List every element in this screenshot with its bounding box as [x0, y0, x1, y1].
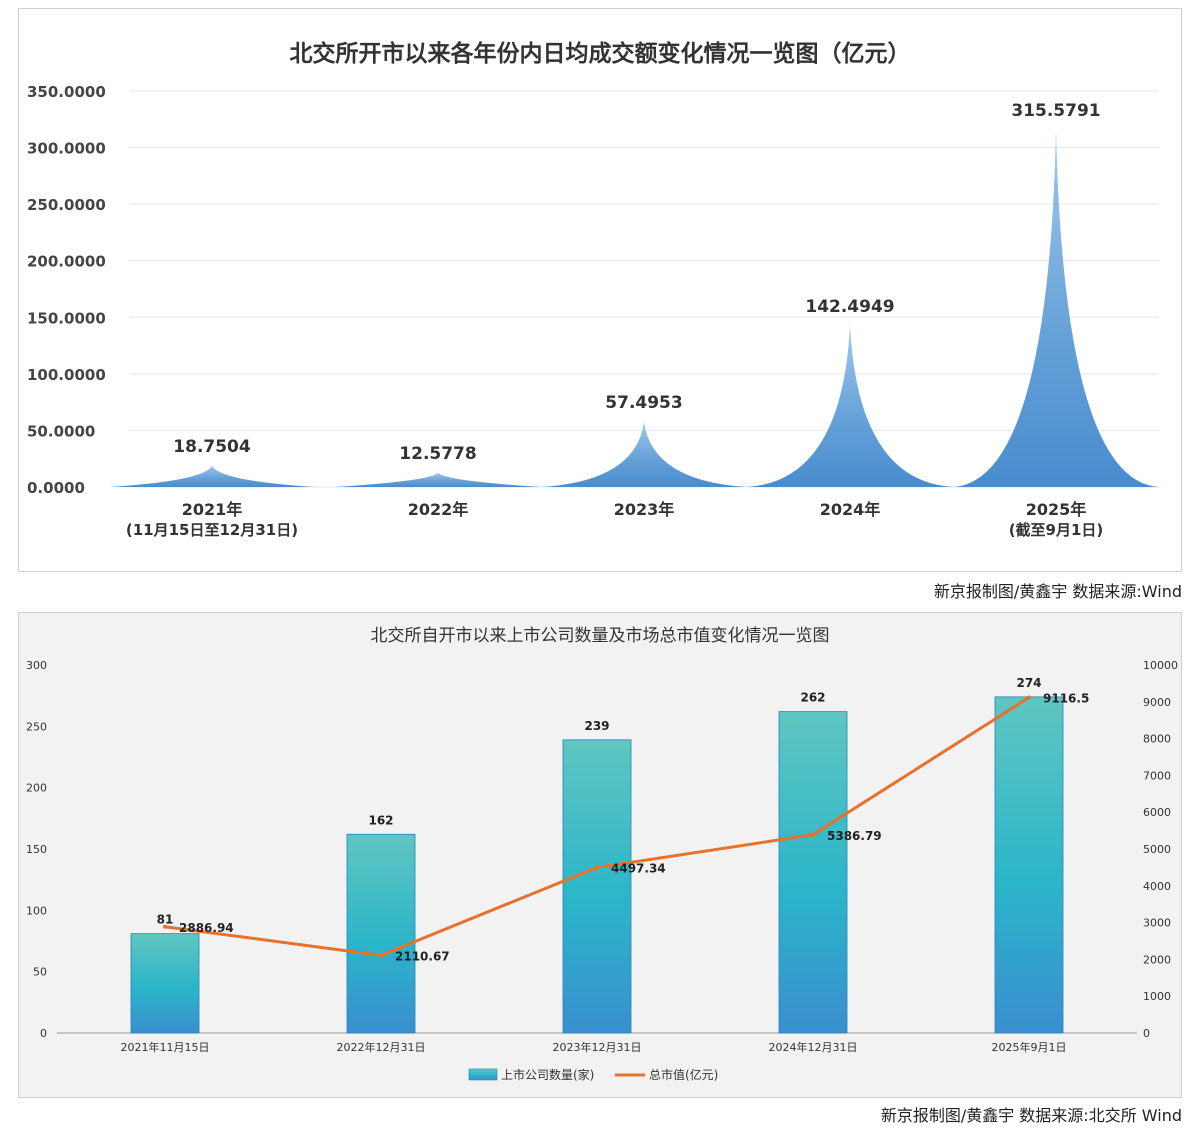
x-tick-label: 2021年	[182, 500, 243, 519]
line-value-label: 9116.5	[1043, 692, 1089, 706]
x-tick-label: 2021年11月15日	[121, 1040, 210, 1054]
y-tick-label: 200.0000	[27, 253, 106, 271]
y-right-tick-label: 8000	[1143, 733, 1171, 746]
x-tick-label: 2023年	[614, 500, 675, 519]
x-tick-label: 2024年12月31日	[769, 1040, 858, 1054]
y-right-tick-label: 5000	[1143, 843, 1171, 856]
line-point	[1027, 695, 1031, 700]
y-left-tick-label: 50	[33, 966, 47, 979]
legend-label: 总市值(亿元)	[649, 1067, 718, 1082]
x-tick-note: (11月15日至12月31日)	[126, 521, 298, 539]
line-point	[811, 832, 815, 837]
x-tick-note: (截至9月1日)	[1009, 521, 1104, 539]
line-point	[595, 865, 599, 870]
y-tick-label: 150.0000	[27, 309, 106, 327]
y-left-tick-label: 250	[26, 720, 47, 733]
y-right-tick-label: 1000	[1143, 990, 1171, 1003]
line-value-label: 5386.79	[827, 829, 882, 843]
y-right-tick-label: 4000	[1143, 880, 1171, 893]
bar-value-label: 274	[1016, 676, 1041, 690]
listings-marketcap-chart: 北交所自开市以来上市公司数量及市场总市值变化情况一览图 0 50 100 150 200…	[26, 626, 1178, 1082]
line-value-label: 2110.67	[395, 949, 450, 963]
bar-value-label: 162	[368, 813, 393, 827]
bar	[778, 711, 848, 1034]
y-tick-label: 100.0000	[27, 366, 106, 384]
y-right-tick-label: 0	[1143, 1027, 1150, 1040]
y-right-tick-label: 10000	[1143, 659, 1178, 672]
bar-value-label: 262	[800, 691, 825, 705]
area-peak	[335, 472, 541, 487]
bar	[346, 833, 416, 1034]
area-peak	[747, 325, 953, 487]
bar	[994, 696, 1064, 1034]
daily-turnover-chart: 北交所开市以来各年份内日均成交额变化情况一览图（亿元） 0.0000 50.000…	[27, 40, 1159, 539]
chart-title: 北交所开市以来各年份内日均成交额变化情况一览图（亿元）	[290, 40, 911, 67]
y-right-tick-label: 7000	[1143, 769, 1171, 782]
area-peak	[953, 129, 1159, 487]
chart-title: 北交所自开市以来上市公司数量及市场总市值变化情况一览图	[371, 626, 830, 646]
chart-credit: 新京报制图/黄鑫宇 数据来源:Wind	[933, 582, 1182, 601]
bar-value-label: 239	[584, 719, 609, 733]
data-label: 57.4953	[605, 393, 682, 413]
data-label: 142.4949	[805, 297, 894, 317]
area-peak	[109, 465, 315, 487]
x-tick-label: 2025年	[1026, 500, 1087, 519]
y-left-tick-label: 100	[26, 904, 47, 917]
y-tick-label: 0.0000	[27, 479, 85, 497]
y-tick-label: 300.0000	[27, 140, 106, 158]
x-tick-label: 2023年12月31日	[553, 1040, 642, 1054]
y-tick-label: 350.0000	[27, 83, 106, 101]
chart-credit: 新京报制图/黄鑫宇 数据来源:北交所 Wind	[880, 1106, 1182, 1125]
line-point	[163, 924, 167, 929]
x-tick-label: 2025年9月1日	[992, 1040, 1067, 1054]
y-left-tick-label: 0	[40, 1027, 47, 1040]
data-label: 18.7504	[173, 437, 251, 457]
legend-label: 上市公司数量(家)	[501, 1067, 594, 1082]
bar	[562, 739, 632, 1034]
area-peak	[541, 421, 747, 487]
y-left-tick-label: 200	[26, 782, 47, 795]
legend-swatch-bar	[468, 1068, 498, 1081]
chart-panel-daily-turnover: 北交所开市以来各年份内日均成交额变化情况一览图（亿元） 0.0000 50.000…	[18, 8, 1182, 572]
y-left-tick-label: 150	[26, 843, 47, 856]
y-right-tick-label: 3000	[1143, 917, 1171, 930]
line-point	[379, 953, 383, 958]
y-right-tick-label: 6000	[1143, 806, 1171, 819]
x-tick-label: 2024年	[820, 500, 881, 519]
data-label: 315.5791	[1011, 101, 1100, 121]
data-label: 12.5778	[399, 444, 476, 464]
bar	[130, 933, 200, 1034]
x-tick-label: 2022年	[408, 500, 469, 519]
chart-panel-listings-marketcap: 北交所自开市以来上市公司数量及市场总市值变化情况一览图 0 50 100 150 200…	[18, 612, 1182, 1098]
y-left-tick-label: 300	[26, 659, 47, 672]
bar-value-label: 81	[157, 913, 174, 927]
x-tick-label: 2022年12月31日	[337, 1040, 426, 1054]
y-tick-label: 50.0000	[27, 422, 95, 440]
y-right-tick-label: 9000	[1143, 696, 1171, 709]
y-right-tick-label: 2000	[1143, 953, 1171, 966]
line-value-label: 2886.94	[179, 921, 234, 935]
y-tick-label: 250.0000	[27, 196, 106, 214]
line-value-label: 4497.34	[611, 861, 666, 875]
